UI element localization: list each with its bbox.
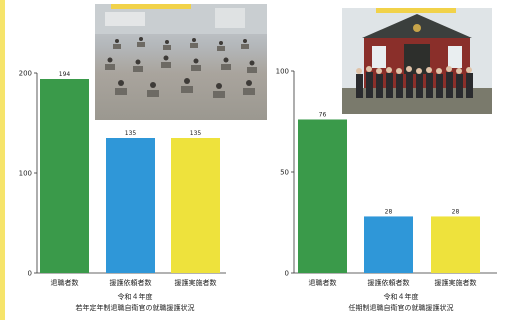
chart-left-caption-line2: 若年定年制退職自衛官の就職援護状況	[75, 304, 195, 312]
chart-right-bar-value-label: 28	[385, 208, 393, 215]
chart-right-bar	[364, 216, 413, 273]
chart-right-category-label: 援護実施者数	[435, 278, 477, 287]
chart-right-bar	[431, 216, 480, 273]
chart-right-bar	[298, 119, 347, 273]
chart-left-category-label: 退職者数	[51, 278, 79, 287]
chart-right-bar-value-label: 76	[319, 111, 327, 118]
exam-hall-illustration	[95, 4, 267, 98]
chart-right-y-tick-label: 100	[276, 68, 289, 76]
chart-right-y-tick-label: 50	[280, 169, 289, 177]
left-accent-stripe	[0, 0, 5, 320]
photo-tab	[111, 4, 191, 9]
group-photo-building	[342, 8, 492, 114]
chart-left-bar-value-label: 135	[190, 130, 202, 137]
chart-right-caption: 令和４年度 任期制退職自衛官の就職援護状況	[306, 292, 496, 314]
chart-right-bar-value-label: 28	[452, 208, 460, 215]
chart-left-y-tick-label: 0	[28, 270, 32, 278]
chart-right-category-label: 援護依頼者数	[368, 278, 410, 287]
chart-left-bar	[40, 79, 89, 273]
group-photo-illustration	[342, 8, 492, 114]
chart-left-bar-value-label: 135	[125, 130, 137, 137]
exam-hall-photo	[95, 4, 267, 120]
chart-right-y-tick-label: 0	[285, 270, 289, 278]
chart-left-bar	[106, 138, 155, 273]
chart-left-bar	[171, 138, 220, 273]
chart-left-category-label: 援護依頼者数	[110, 278, 152, 287]
chart-left-y-tick-label: 200	[19, 70, 32, 78]
chart-right-caption-line2: 任期制退職自衛官の就職援護状況	[348, 304, 454, 312]
chart-left-caption: 令和４年度 若年定年制退職自衛官の就職援護状況	[40, 292, 230, 314]
chart-left-category-label: 援護実施者数	[175, 278, 217, 287]
chart-left-y-tick-label: 100	[19, 170, 32, 178]
chart-left-bar-value-label: 194	[59, 71, 71, 78]
chart-left-caption-line1: 令和４年度	[117, 293, 153, 301]
chart-right-caption-line1: 令和４年度	[383, 293, 419, 301]
photo-tab	[376, 8, 456, 13]
chart-right-category-label: 退職者数	[309, 278, 337, 287]
